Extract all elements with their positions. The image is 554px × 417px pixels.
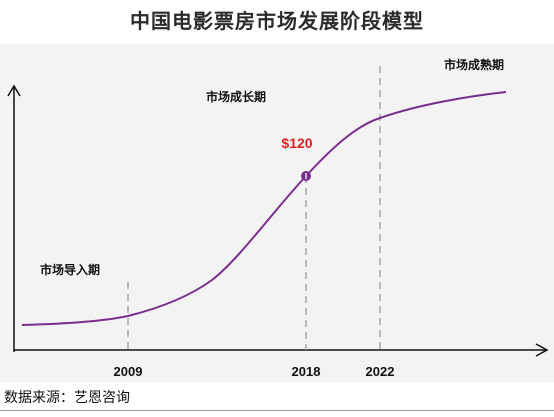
x-tick-label-2022: 2022 [366,364,395,379]
chart-area [0,44,554,382]
source-note: 数据来源：艺恩咨询 [4,390,130,406]
y-axis-arrow [7,84,21,97]
x-tick-label-2018: 2018 [292,364,321,379]
stage-label-growth: 市场成长期 [206,89,266,104]
chart-title: 中国电影票房市场发展阶段模型 [130,9,424,33]
stage-label-mature: 市场成熟期 [444,57,504,72]
x-tick-label-2009: 2009 [114,364,143,379]
stage-label-intro: 市场导入期 [40,262,100,277]
series-line [21,91,507,326]
bottom-divider [0,410,554,411]
highlight-label: $120 [281,135,312,151]
chart-svg: $120 市场导入期 市场成长期 市场成熟期 2009 2018 2022 [7,57,549,379]
x-axis-arrow [535,343,549,357]
